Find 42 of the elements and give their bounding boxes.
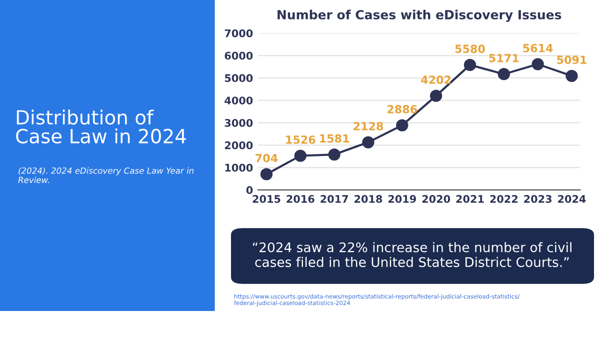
text: (2024). 2024 eDiscovery Case Law Year in Review. bbox=[18, 167, 194, 184]
data-label: 5580 bbox=[455, 44, 485, 54]
x-tick-label: 2024 bbox=[558, 195, 586, 203]
point bbox=[430, 90, 442, 102]
x-tick-label: 2018 bbox=[354, 195, 382, 203]
chart-title: Number of Cases with eDiscovery Issues bbox=[278, 10, 562, 22]
data-label: 2128 bbox=[354, 122, 383, 130]
data-label: 4202 bbox=[421, 76, 451, 84]
y-tick-label: 3000 bbox=[224, 118, 253, 127]
text: “2024 saw a 22% increase in the number of civil cases filed in the United States District Courts.” bbox=[252, 242, 572, 268]
y-tick-label: 2000 bbox=[224, 141, 253, 150]
point bbox=[396, 119, 408, 132]
y-tick-label: 4000 bbox=[224, 96, 253, 104]
x-tick-label: 2023 bbox=[524, 195, 552, 203]
x-tick-label: 2015 bbox=[252, 195, 280, 203]
y-tick-label: 0 bbox=[246, 186, 253, 194]
point bbox=[260, 168, 273, 180]
data-label: 1581 bbox=[320, 134, 350, 143]
point bbox=[566, 70, 578, 82]
point bbox=[328, 148, 340, 161]
x-tick-label: 2019 bbox=[388, 195, 416, 203]
y-tick-label: 6000 bbox=[224, 52, 253, 60]
point bbox=[498, 68, 510, 80]
data-label: 5091 bbox=[557, 56, 586, 64]
point bbox=[294, 150, 306, 162]
data-label: 1526 bbox=[286, 135, 316, 144]
x-tick-label: 2022 bbox=[490, 195, 518, 203]
x-tick-label: 2020 bbox=[422, 195, 450, 203]
data-label: 2886 bbox=[388, 105, 418, 114]
point bbox=[532, 58, 544, 70]
x-tick-label: 2016 bbox=[286, 195, 314, 203]
point bbox=[464, 58, 476, 72]
point bbox=[362, 136, 374, 148]
data-label: 704 bbox=[256, 154, 278, 162]
x-tick-label: 2017 bbox=[320, 195, 348, 203]
y-tick-label: 1000 bbox=[225, 164, 253, 172]
text: Distribution of Case Law in 2024 bbox=[16, 110, 186, 144]
data-label: 5614 bbox=[523, 44, 553, 52]
data-label: 5171 bbox=[489, 54, 519, 62]
y-tick-label: 5000 bbox=[224, 74, 253, 82]
y-tick-label: 7000 bbox=[224, 29, 253, 38]
x-tick-label: 2021 bbox=[456, 195, 484, 203]
